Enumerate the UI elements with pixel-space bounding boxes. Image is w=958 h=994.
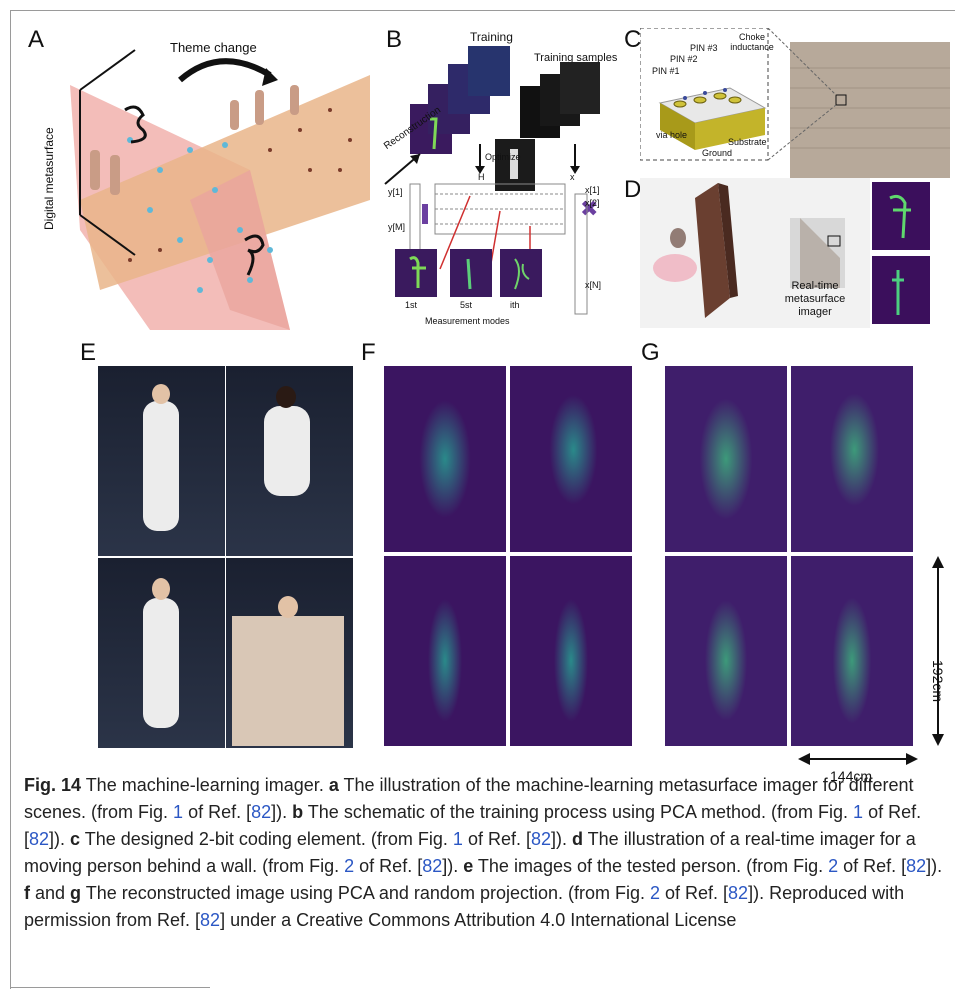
pin1-label: PIN #1: [652, 66, 680, 76]
mode-i-label: ith: [510, 300, 520, 310]
photo-person-arms-up: [98, 366, 225, 556]
caption-text-e: The images of the tested person. (from F…: [473, 856, 829, 876]
caption-fig-link-d[interactable]: 2: [344, 856, 355, 876]
panel-d-realtime-imager: [640, 178, 930, 328]
pca-reconstruction-1: [384, 366, 506, 552]
digital-metasurface-label: Digital metasurface: [42, 127, 56, 230]
svg-text:✖: ✖: [580, 196, 598, 221]
caption-letter-d: d: [572, 829, 583, 849]
caption-ref-link-b[interactable]: 82: [29, 829, 50, 849]
caption-end-d: ]).: [442, 856, 464, 876]
panel-label-c: C: [624, 26, 642, 53]
choke-inductance-label: Choke inductance: [730, 32, 774, 52]
training-samples-label: Training samples: [534, 52, 618, 64]
caption-license-tail: ] under a Creative Commons Attribution 4…: [220, 910, 737, 930]
caption-ref-link-c[interactable]: 82: [530, 829, 551, 849]
caption-mid-c: of Ref. [: [462, 829, 531, 849]
random-projection-reconstruction-3: [665, 556, 787, 746]
caption-end-c: ]).: [551, 829, 572, 849]
caption-fig-link-e[interactable]: 2: [828, 856, 839, 876]
xn-label: x[N]: [585, 280, 602, 290]
caption-letter-c: c: [70, 829, 81, 849]
pin3-label: PIN #3: [690, 43, 718, 53]
caption-end-b: ]).: [49, 829, 71, 849]
random-projection-reconstruction-2: [791, 366, 913, 552]
caption-letter-f: f: [24, 883, 30, 903]
substrate-label: Substrate: [728, 137, 767, 147]
caption-end-a: ]).: [271, 802, 293, 822]
caption-mid-g: of Ref. [: [660, 883, 729, 903]
panel-label-d: D: [624, 176, 642, 203]
caption-text-f: and: [30, 883, 71, 903]
pin2-label: PIN #2: [670, 54, 698, 64]
caption-fig-link-b[interactable]: 1: [853, 802, 864, 822]
optimize-label: Optimize: [485, 152, 521, 162]
caption-letter-a: a: [328, 775, 339, 795]
caption-fig-link-c[interactable]: 1: [452, 829, 463, 849]
measurement-modes-label: Measurement modes: [425, 316, 510, 326]
height-dimension-label: 192cm: [930, 660, 946, 703]
caption-mid-a: of Ref. [: [183, 802, 252, 822]
realtime-imager-label: Real-time metasurface imager: [784, 280, 846, 318]
panel-c-coding-element: [640, 28, 950, 178]
caption-license-ref-link[interactable]: 82: [200, 910, 221, 930]
frame-bottom-line: [10, 987, 210, 988]
caption-text-b: The schematic of the training process us…: [303, 802, 854, 822]
caption-text-g: The reconstructed image using PCA and ra…: [81, 883, 650, 903]
pca-reconstruction-3: [384, 556, 506, 746]
x2-label: x[2]: [585, 198, 600, 208]
panel-label-e: E: [80, 339, 97, 366]
caption-mid-d: of Ref. [: [354, 856, 423, 876]
panel-b-schematic: ✖: [384, 46, 600, 315]
figure-frame: [10, 10, 955, 989]
h-label: H: [478, 172, 485, 182]
caption-letter-e: e: [463, 856, 474, 876]
caption-end-g: ]).: [748, 883, 770, 903]
theme-change-label: Theme change: [170, 40, 257, 55]
caption-ref-link-d[interactable]: 82: [422, 856, 443, 876]
width-dimension-label: 144cm: [830, 768, 873, 784]
mode-5-label: 5st: [460, 300, 473, 310]
training-label: Training: [470, 30, 513, 44]
panel-label-f: F: [361, 339, 376, 366]
via-hole-label: via hole: [656, 130, 688, 140]
caption-text-a: The illustration of the machine-learning…: [24, 775, 914, 822]
caption-fig-number: Fig. 14: [24, 775, 82, 795]
random-projection-reconstruction-4: [791, 556, 913, 746]
x1-label: x[1]: [585, 185, 600, 195]
caption-ref-link-e[interactable]: 82: [906, 856, 927, 876]
ground-label: Ground: [702, 148, 733, 158]
pca-reconstruction-2: [510, 366, 632, 552]
photo-person-sitting: [226, 366, 353, 556]
caption-fig-link-g[interactable]: 2: [650, 883, 661, 903]
caption-text-c: The designed 2-bit coding element. (from…: [80, 829, 453, 849]
panel-label-a: A: [28, 26, 45, 53]
random-projection-reconstruction-1: [665, 366, 787, 552]
caption-letter-g: g: [70, 883, 82, 903]
caption-end-e: ]).: [926, 856, 943, 876]
ym-label: y[M]: [388, 222, 405, 232]
caption-fig-link-a[interactable]: 1: [173, 802, 184, 822]
panel-label-g: G: [641, 339, 660, 366]
caption-license-text: Reproduced with permission from Ref. [: [24, 883, 905, 930]
height-dimension-arrow: [932, 556, 944, 746]
caption-ref-link-g[interactable]: 82: [728, 883, 749, 903]
pca-reconstruction-4: [510, 556, 632, 746]
caption-mid-b: of Ref. [: [24, 802, 922, 849]
photo-person-standing: [98, 558, 225, 748]
caption-text-d: The illustration of a real-time imager f…: [24, 829, 916, 876]
panel-label-b: B: [386, 26, 403, 53]
panel-a-illustration: [70, 49, 370, 330]
caption-title: The machine-learning imager.: [81, 775, 329, 795]
caption-mid-e: of Ref. [: [838, 856, 907, 876]
photo-person-behind-box: [226, 558, 353, 748]
width-dimension-arrow: [798, 753, 918, 765]
figure-caption: Fig. 14 The machine-learning imager. a T…: [24, 772, 944, 934]
caption-letter-b: b: [292, 802, 304, 822]
mode-1-label: 1st: [405, 300, 418, 310]
y1-label: y[1]: [388, 187, 403, 197]
caption-ref-link-a[interactable]: 82: [251, 802, 272, 822]
x-label: x: [570, 172, 575, 182]
